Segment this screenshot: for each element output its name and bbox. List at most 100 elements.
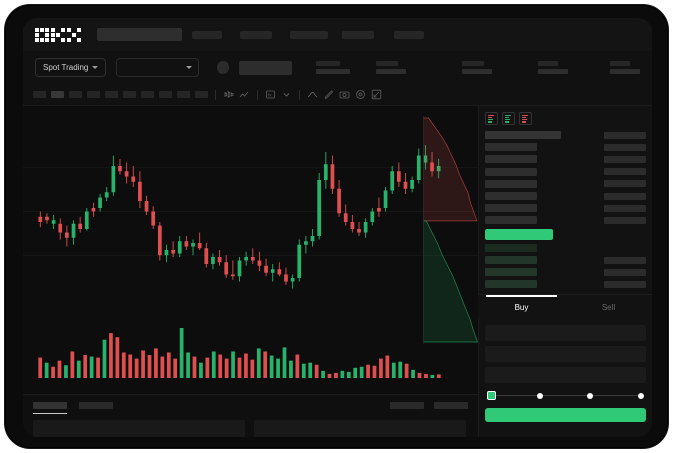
camera-icon[interactable]	[339, 89, 350, 100]
nav-item-5[interactable]	[394, 30, 424, 39]
chevron-down-icon	[92, 66, 99, 69]
settings-icon[interactable]	[355, 89, 366, 100]
order-row-total	[604, 216, 646, 224]
chevron-down-icon[interactable]	[281, 89, 292, 100]
order-row-amount	[485, 280, 537, 289]
ticker-stat-label	[376, 61, 398, 66]
pair-name-label	[238, 60, 292, 75]
trading-pair-selector[interactable]	[116, 58, 200, 77]
timeframe-button-7[interactable]	[141, 91, 154, 98]
nav-item-4[interactable]	[342, 30, 374, 39]
app-screen: Spot Trading	[23, 18, 652, 437]
order-book-ask-row[interactable]	[485, 192, 646, 200]
percent-slider[interactable]	[487, 390, 644, 402]
order-row-amount	[485, 179, 537, 188]
bottom-panel-cards	[33, 420, 466, 437]
order-row-amount	[485, 243, 537, 252]
order-book-ask-row[interactable]	[485, 216, 646, 225]
percent-slider-handle[interactable]	[487, 391, 496, 400]
percent-slider-track	[487, 395, 644, 396]
tab-buy[interactable]: Buy	[478, 295, 565, 319]
okx-logo[interactable]	[35, 27, 81, 42]
tab-sell[interactable]: Sell	[565, 295, 652, 319]
bottom-card-1[interactable]	[33, 420, 245, 437]
ruler-icon[interactable]	[323, 89, 334, 100]
timeframe-button-8[interactable]	[159, 91, 172, 98]
order-book-ask-row[interactable]	[485, 167, 646, 176]
order-book-ask-row[interactable]	[485, 179, 646, 188]
nav-item-2[interactable]	[240, 30, 272, 39]
orderbook-both-icon[interactable]	[485, 112, 498, 125]
bottom-card-2[interactable]	[254, 420, 466, 437]
price-field[interactable]	[485, 346, 646, 362]
order-row-total	[604, 268, 646, 276]
volume-series	[38, 328, 441, 378]
order-book-bid-row[interactable]	[485, 268, 646, 277]
submit-order-button[interactable]	[485, 408, 646, 422]
order-book-ask-row[interactable]	[485, 131, 646, 139]
trade-side-tabs: Buy Sell	[478, 294, 652, 319]
market-type-selector[interactable]: Spot Trading	[35, 58, 107, 77]
trendline-icon[interactable]	[307, 89, 318, 100]
order-type-field[interactable]	[485, 325, 646, 341]
order-row-total	[604, 168, 646, 176]
timeframe-button-3[interactable]	[69, 91, 82, 98]
line-chart-icon[interactable]	[239, 89, 250, 100]
order-book-bid-row[interactable]	[485, 243, 646, 252]
toolbar-divider	[215, 89, 216, 100]
timeframe-button-1[interactable]	[33, 91, 46, 98]
ticker-stat-label	[538, 61, 558, 66]
global-search-input[interactable]	[97, 28, 182, 41]
order-book-spread-row[interactable]	[485, 228, 553, 240]
toolbar-divider	[299, 89, 300, 100]
ticker-stat-value	[538, 69, 568, 74]
percent-mark-50[interactable]	[587, 392, 594, 399]
timeframe-button-10[interactable]	[195, 91, 208, 98]
svg-text:fx: fx	[268, 93, 272, 98]
depth-chart-overlay	[423, 116, 478, 344]
orderbook-bids-icon[interactable]	[502, 112, 515, 125]
tab-sell-label: Sell	[601, 302, 616, 312]
timeframe-button-6[interactable]	[123, 91, 136, 98]
orderbook-asks-icon[interactable]	[519, 112, 532, 125]
price-chart-area[interactable]	[23, 106, 478, 394]
order-row-amount	[485, 131, 561, 139]
order-book-rows[interactable]	[485, 131, 646, 327]
order-book-bid-row[interactable]	[485, 256, 646, 264]
bottom-action-1[interactable]	[390, 402, 424, 409]
indicators-icon[interactable]: fx	[265, 89, 276, 100]
nav-item-3[interactable]	[290, 30, 328, 39]
percent-mark-25[interactable]	[537, 392, 544, 399]
nav-item-1[interactable]	[192, 30, 222, 39]
ticker-stat-value	[316, 69, 350, 74]
order-book-bid-row[interactable]	[485, 280, 646, 289]
ticker-stat-5	[610, 61, 640, 74]
percent-mark-75[interactable]	[637, 392, 644, 399]
timeframe-button-5[interactable]	[105, 91, 118, 98]
ticker-stat-value	[610, 69, 640, 74]
order-book-ask-row[interactable]	[485, 204, 646, 213]
ticker-stat-label	[610, 61, 630, 66]
order-row-total	[604, 155, 646, 163]
order-row-amount	[485, 192, 537, 200]
timeframe-button-4[interactable]	[87, 91, 100, 98]
order-row-total	[604, 180, 646, 188]
amount-field[interactable]	[485, 367, 646, 383]
order-row-amount	[485, 143, 537, 152]
order-row-total	[604, 204, 646, 212]
ticker-stat-label	[462, 61, 484, 66]
order-book-ask-row[interactable]	[485, 143, 646, 152]
order-book-ask-row[interactable]	[485, 155, 646, 164]
timeframe-button-9[interactable]	[177, 91, 190, 98]
fullscreen-icon[interactable]	[371, 89, 382, 100]
candlestick-series	[23, 145, 478, 289]
ticker-stat-3	[462, 61, 492, 74]
bottom-tab-2[interactable]	[79, 402, 113, 409]
order-row-total	[604, 143, 646, 151]
bottom-tab-1[interactable]	[33, 402, 67, 414]
bottom-action-2[interactable]	[434, 402, 468, 409]
candlestick-chart-icon[interactable]	[223, 89, 234, 100]
ticker-stat-value	[376, 69, 406, 74]
order-row-total	[604, 131, 646, 139]
timeframe-button-2[interactable]	[51, 91, 64, 98]
